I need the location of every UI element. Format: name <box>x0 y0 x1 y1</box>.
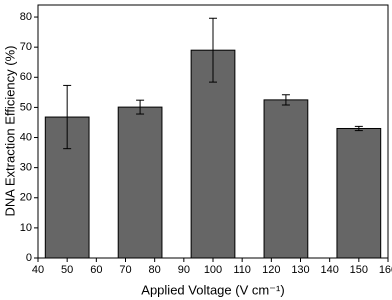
y-tick-label: 30 <box>20 162 32 174</box>
x-tick-label: 150 <box>350 264 368 276</box>
y-tick-label: 60 <box>20 71 32 83</box>
x-tick-label: 80 <box>149 264 161 276</box>
x-tick-label: 40 <box>32 264 44 276</box>
y-tick-label: 40 <box>20 131 32 143</box>
x-tick-label: 140 <box>320 264 338 276</box>
bar <box>263 99 309 259</box>
y-tick-label: 20 <box>20 192 32 204</box>
bar <box>117 106 163 259</box>
x-tick-label: 100 <box>204 264 222 276</box>
y-tick-label: 0 <box>26 252 32 264</box>
y-tick-label: 70 <box>20 41 32 53</box>
y-tick-label: 10 <box>20 222 32 234</box>
plot-frame <box>37 4 389 259</box>
x-tick-label: 60 <box>90 264 102 276</box>
y-tick-label: 50 <box>20 101 32 113</box>
x-tick-label: 110 <box>233 264 251 276</box>
x-tick-label: 90 <box>178 264 190 276</box>
y-axis-label: DNA Extraction Efficiency (%) <box>2 46 17 217</box>
y-tick-label: 80 <box>20 11 32 23</box>
x-tick-label: 130 <box>291 264 309 276</box>
bar <box>336 127 382 259</box>
x-tick-label: 160 <box>379 264 392 276</box>
x-tick-label: 50 <box>61 264 73 276</box>
x-axis-label: Applied Voltage (V cm⁻¹) <box>141 282 284 297</box>
x-tick-label: 120 <box>262 264 280 276</box>
x-tick-label: 70 <box>119 264 131 276</box>
